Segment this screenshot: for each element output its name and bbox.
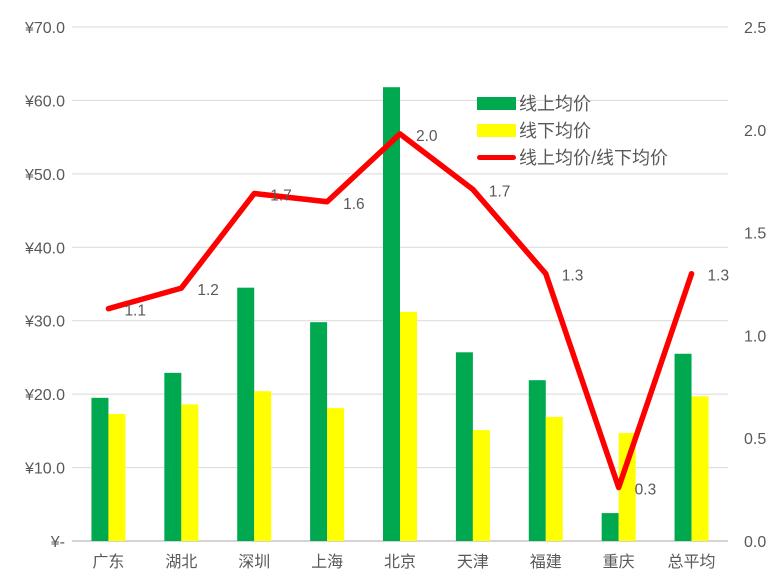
bar-offline-avg bbox=[254, 391, 272, 541]
legend-item-online-avg: 线上均价 bbox=[477, 90, 668, 117]
ratio-data-label: 2.0 bbox=[416, 128, 438, 145]
left-axis-tick-label: ¥50.0 bbox=[24, 167, 65, 184]
bar-online-avg bbox=[237, 287, 255, 541]
ratio-data-label: 1.6 bbox=[343, 196, 365, 213]
right-axis-tick-label: 2.5 bbox=[744, 20, 766, 37]
bar-online-avg bbox=[455, 352, 473, 541]
ratio-data-label: 1.3 bbox=[562, 268, 584, 285]
right-axis-tick-label: 1.5 bbox=[744, 226, 766, 243]
legend: 线上均价 线下均价 线上均价/线下均价 bbox=[477, 90, 668, 171]
right-axis-tick-label: 0.0 bbox=[744, 534, 766, 551]
ratio-data-label: 0.3 bbox=[635, 482, 657, 499]
x-axis-category-label: 上海 bbox=[311, 553, 343, 571]
legend-label-ratio: 线上均价/线下均价 bbox=[519, 147, 669, 168]
legend-swatch-ratio-line bbox=[477, 155, 516, 160]
x-axis-category-label: 总平均 bbox=[668, 553, 716, 571]
legend-swatch-offline-avg bbox=[477, 124, 516, 137]
right-axis-tick-label: 2.0 bbox=[744, 123, 766, 140]
left-axis-tick-label: ¥- bbox=[50, 534, 65, 551]
right-axis-tick-label: 1.0 bbox=[744, 328, 766, 345]
bar-offline-avg bbox=[545, 416, 563, 541]
bar-offline-avg bbox=[400, 311, 417, 541]
x-axis-category-label: 重庆 bbox=[603, 553, 635, 571]
legend-swatch-online-avg bbox=[477, 97, 516, 110]
legend-item-ratio: 线上均价/线下均价 bbox=[477, 144, 668, 171]
x-axis-category-label: 湖北 bbox=[165, 553, 197, 571]
bar-online-avg bbox=[164, 372, 182, 541]
x-axis-category-label: 广东 bbox=[92, 553, 124, 571]
left-axis-tick-label: ¥60.0 bbox=[24, 93, 65, 110]
bar-offline-avg bbox=[618, 433, 636, 541]
bar-offline-avg bbox=[327, 408, 345, 541]
right-axis-tick-label: 0.5 bbox=[744, 431, 766, 448]
bar-online-avg bbox=[674, 353, 692, 541]
bar-offline-avg bbox=[181, 404, 199, 541]
legend-label-offline-avg: 线下均价 bbox=[519, 120, 591, 141]
x-axis-category-label: 福建 bbox=[530, 553, 562, 571]
legend-label-online-avg: 线上均价 bbox=[519, 93, 591, 114]
ratio-data-label: 1.7 bbox=[270, 188, 292, 205]
left-axis-tick-label: ¥70.0 bbox=[24, 20, 65, 37]
bar-offline-avg bbox=[108, 413, 126, 541]
left-axis-tick-label: ¥40.0 bbox=[24, 240, 65, 257]
ratio-data-label: 1.2 bbox=[197, 282, 219, 299]
bar-online-avg bbox=[91, 397, 109, 541]
ratio-data-label: 1.7 bbox=[489, 183, 511, 200]
bar-online-avg bbox=[383, 87, 400, 541]
bar-online-avg bbox=[528, 380, 546, 541]
left-axis-tick-label: ¥30.0 bbox=[24, 314, 65, 331]
bar-offline-avg bbox=[472, 430, 490, 541]
left-axis-tick-label: ¥10.0 bbox=[24, 461, 65, 478]
bar-online-avg bbox=[601, 513, 619, 541]
x-axis-category-label: 天津 bbox=[457, 553, 489, 571]
ratio-line bbox=[105, 131, 695, 491]
ratio-data-label: 1.3 bbox=[708, 268, 730, 285]
bar-offline-avg bbox=[691, 396, 709, 541]
x-axis-category-label: 北京 bbox=[384, 553, 416, 571]
x-axis-category-label: 深圳 bbox=[238, 553, 270, 571]
bar-online-avg bbox=[310, 322, 328, 541]
ratio-data-label: 1.1 bbox=[124, 303, 146, 320]
legend-item-offline-avg: 线下均价 bbox=[477, 117, 668, 144]
left-axis-tick-label: ¥20.0 bbox=[24, 387, 65, 404]
